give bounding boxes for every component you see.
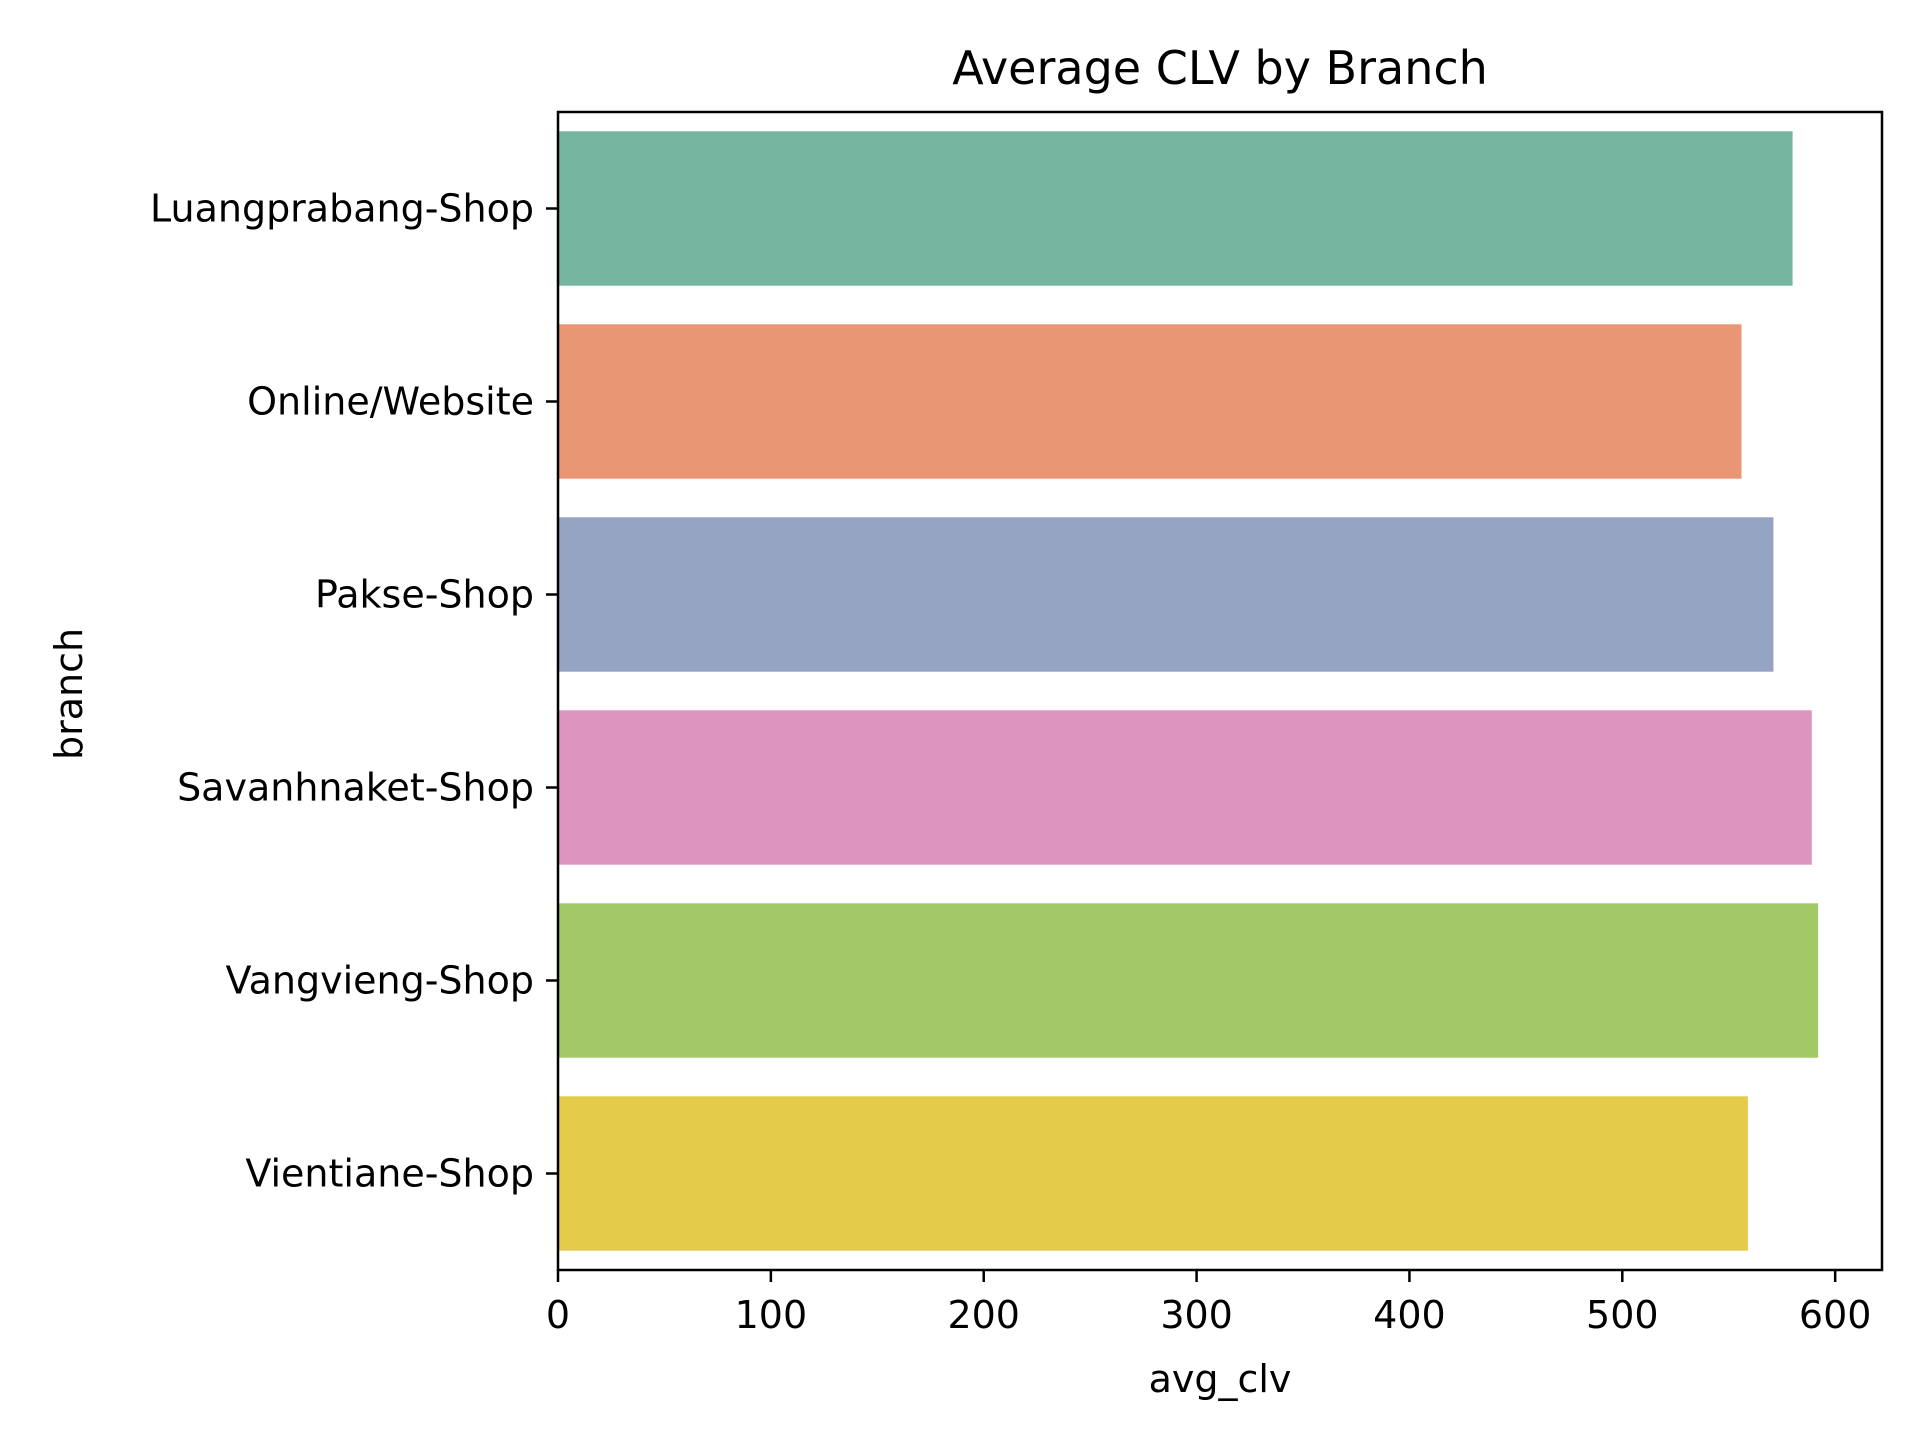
y-axis-label: branch: [47, 628, 91, 760]
x-tick-label: 500: [1586, 1293, 1659, 1337]
x-tick-label: 0: [546, 1293, 570, 1337]
chart-title: Average CLV by Branch: [952, 41, 1488, 95]
y-tick-label: Vientiane-Shop: [245, 1152, 534, 1196]
plot-frame: [556, 110, 1884, 1272]
bar-savanhnaket-shop: [558, 710, 1812, 865]
y-tick-label: Savanhnaket-Shop: [177, 766, 534, 810]
bar-vangvieng-shop: [558, 903, 1819, 1058]
x-axis-ticks: 0 100 200 300 400 500 600: [546, 1270, 1872, 1337]
bar-pakse-shop: [558, 517, 1774, 672]
bar-online-website: [558, 324, 1742, 479]
x-tick-label: 200: [947, 1293, 1020, 1337]
y-tick-label: Online/Website: [247, 380, 534, 424]
y-axis-ticks: Luangprabang-Shop Online/Website Pakse-Sho…: [150, 187, 558, 1196]
bars-group: [558, 131, 1819, 1251]
bar-luangprabang-shop: [558, 131, 1793, 286]
x-tick-label: 100: [735, 1293, 808, 1337]
x-tick-label: 600: [1799, 1293, 1872, 1337]
x-tick-label: 400: [1373, 1293, 1446, 1337]
y-tick-label: Luangprabang-Shop: [150, 187, 534, 231]
x-tick-label: 300: [1160, 1293, 1233, 1337]
y-tick-label: Pakse-Shop: [315, 573, 534, 617]
bar-vientiane-shop: [558, 1096, 1748, 1251]
x-axis-label: avg_clv: [1149, 1357, 1292, 1401]
y-tick-label: Vangvieng-Shop: [226, 959, 534, 1003]
